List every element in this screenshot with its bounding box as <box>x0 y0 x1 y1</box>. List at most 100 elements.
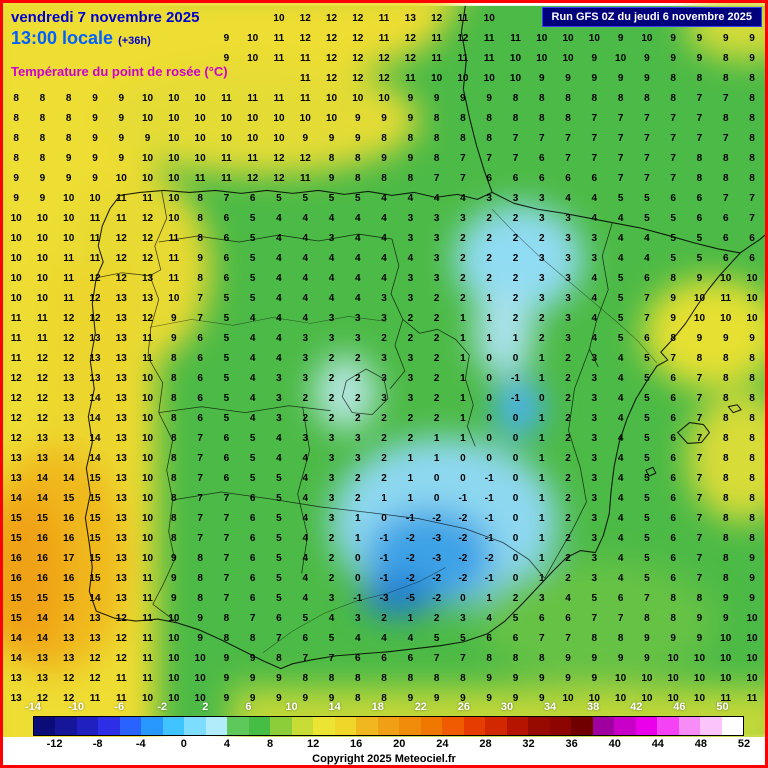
grid-value: 6 <box>249 593 256 604</box>
grid-value: 7 <box>617 173 624 184</box>
grid-value: 8 <box>171 473 177 484</box>
grid-row: 12 13 13 14 13 10 8 7 6 5 4 3 3 3 2 2 1 1 0 0 1 2 3 4 5 6 7 8 8 <box>3 431 765 447</box>
grid-value: 5 <box>644 453 650 464</box>
grid-value: 7 <box>223 513 230 524</box>
grid-value: 3 <box>591 573 598 584</box>
grid-value: 10 <box>667 653 679 664</box>
grid-value: 7 <box>565 153 571 164</box>
grid-value: 8 <box>13 93 19 104</box>
grid-value: 11 <box>378 33 390 44</box>
grid-value: 10 <box>746 273 758 284</box>
grid-value: 14 <box>36 473 48 484</box>
grid-value: 13 <box>36 433 48 444</box>
grid-value: 8 <box>722 513 729 524</box>
grid-value: 5 <box>644 413 650 424</box>
grid-value: 3 <box>407 393 414 404</box>
grid-value: 13 <box>404 13 416 24</box>
grid-value: 13 <box>10 673 22 684</box>
grid-value: 13 <box>115 553 127 564</box>
grid-value: 6 <box>223 253 230 264</box>
grid-value: 3 <box>538 593 545 604</box>
grid-value: 4 <box>617 493 624 504</box>
grid-value: 4 <box>276 253 282 264</box>
grid-value: 10 <box>483 13 495 24</box>
grid-value: 11 <box>720 293 732 304</box>
grid-value: 0 <box>433 493 440 504</box>
grid-value: 4 <box>407 633 414 644</box>
grid-value: 9 <box>276 673 282 684</box>
internal-borders <box>96 191 613 624</box>
grid-value: 8 <box>407 673 414 684</box>
grid-value: 7 <box>696 413 703 424</box>
grid-row: 10 10 11 12 13 13 10 7 5 5 4 4 4 4 3 3 2 2 1 2 3 3 4 5 7 9 10 11 10 <box>3 291 765 307</box>
grid-value: 9 <box>92 113 98 124</box>
grid-value: 8 <box>433 113 440 124</box>
scale-cell <box>657 717 679 735</box>
grid-value: 9 <box>197 633 203 644</box>
grid-value: 8 <box>644 613 650 624</box>
grid-value: 9 <box>223 693 230 704</box>
date-label: vendredi 7 novembre 2025 <box>11 9 200 26</box>
grid-value: 11 <box>63 253 74 264</box>
grid-value: 1 <box>538 413 545 424</box>
grid-value: 10 <box>194 133 206 144</box>
grid-value: 4 <box>328 293 335 304</box>
grid-value: 10 <box>720 653 732 664</box>
grid-value: 9 <box>92 93 98 104</box>
grid-value: 11 <box>142 613 153 624</box>
grid-value: 7 <box>644 113 650 124</box>
grid-value: 11 <box>142 593 153 604</box>
grid-value: 5 <box>644 213 650 224</box>
scale-top-labels: -14 -10 -6 -2 2 6 10 14 18 22 26 30 34 38 42 46 50 <box>25 701 744 714</box>
grid-value: -3 <box>379 593 389 604</box>
grid-value: 5 <box>644 353 650 364</box>
grid-value: 9 <box>486 693 492 704</box>
grid-value: 11 <box>115 193 127 204</box>
grid-value: 2 <box>328 533 335 544</box>
grid-value: 8 <box>617 633 624 644</box>
grid-value: -2 <box>405 553 415 564</box>
grid-value: 9 <box>617 73 624 84</box>
grid-value: 13 <box>36 453 48 464</box>
grid-value: 10 <box>115 173 127 184</box>
grid-value: 3 <box>355 613 361 624</box>
grid-value: 11 <box>142 573 153 584</box>
grid-value: 10 <box>63 193 75 204</box>
grid-value: 7 <box>591 113 598 124</box>
grid-value: 2 <box>486 233 492 244</box>
grid-value: 8 <box>538 113 545 124</box>
grid-value: 8 <box>749 453 755 464</box>
grid-value: 3 <box>355 453 361 464</box>
grid-value: 0 <box>512 513 519 524</box>
grid-value: 2 <box>381 613 387 624</box>
grid-value: 8 <box>381 133 387 144</box>
grid-value: 8 <box>328 673 335 684</box>
grid-value: 9 <box>171 333 177 344</box>
grid-value: 2 <box>486 273 492 284</box>
grid-value: 4 <box>460 193 466 204</box>
grid-value: 8 <box>749 93 755 104</box>
scale-cell <box>141 717 163 735</box>
grid-value: 9 <box>670 293 676 304</box>
grid-value: 1 <box>381 493 387 504</box>
grid-value: 12 <box>89 313 101 324</box>
grid-value: 8 <box>670 273 676 284</box>
grid-value: 3 <box>302 353 309 364</box>
header-block: vendredi 7 novembre 2025 13:00 locale (+… <box>11 8 228 79</box>
grid-value: -1 <box>484 573 494 584</box>
grid-value: 10 <box>720 313 732 324</box>
grid-value: 17 <box>63 553 75 564</box>
grid-value <box>502 11 528 27</box>
grid-value: 2 <box>355 413 361 424</box>
grid-value: 9 <box>171 553 177 564</box>
grid-value: 9 <box>696 613 703 624</box>
grid-value: 14 <box>63 473 75 484</box>
grid-value: -1 <box>379 533 389 544</box>
grid-value: 10 <box>194 153 206 164</box>
grid-value: 10 <box>746 613 758 624</box>
grid-value: 2 <box>328 353 335 364</box>
grid-value: 11 <box>483 33 495 44</box>
grid-value: 11 <box>457 13 469 24</box>
grid-value: -2 <box>405 573 415 584</box>
grid-value: 4 <box>355 213 361 224</box>
